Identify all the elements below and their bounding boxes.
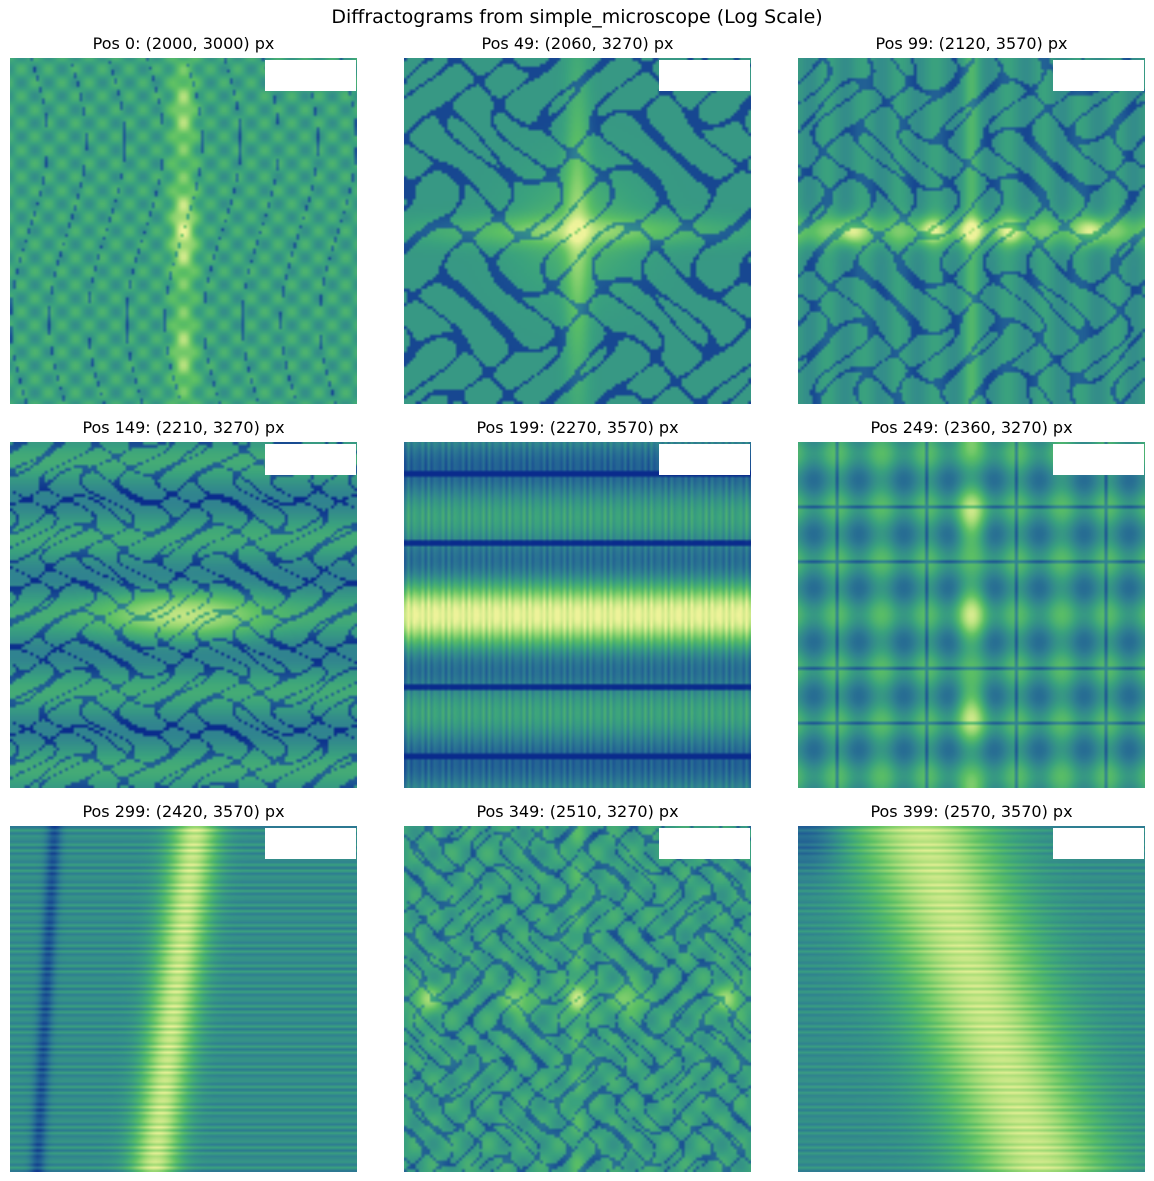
- panel-title-2: Pos 99: (2120, 3570) px: [875, 34, 1068, 53]
- panel-title-6: Pos 299: (2420, 3570) px: [82, 802, 285, 821]
- scalebar-box: [659, 828, 750, 859]
- scalebar-box: [265, 60, 356, 91]
- panel-title-5: Pos 249: (2360, 3270) px: [870, 418, 1073, 437]
- scalebar-box: [659, 60, 750, 91]
- scalebar-box: [265, 444, 356, 475]
- panel-title-7: Pos 349: (2510, 3270) px: [476, 802, 679, 821]
- scalebar-box: [1053, 444, 1144, 475]
- diffractogram-image-1: [404, 58, 751, 404]
- diffractogram-image-5: [798, 442, 1145, 788]
- scalebar-box: [659, 444, 750, 475]
- panel-title-8: Pos 399: (2570, 3570) px: [870, 802, 1073, 821]
- panel-title-0: Pos 0: (2000, 3000) px: [92, 34, 275, 53]
- panel-title-4: Pos 199: (2270, 3570) px: [476, 418, 679, 437]
- scalebar-box: [1053, 60, 1144, 91]
- scalebar-box: [265, 828, 356, 859]
- figure-title: Diffractograms from simple_microscope (L…: [331, 6, 823, 28]
- panel-title-1: Pos 49: (2060, 3270) px: [481, 34, 674, 53]
- diffractogram-image-2: [798, 58, 1145, 404]
- diffractogram-image-7: [404, 826, 751, 1172]
- diffractogram-image-6: [10, 826, 357, 1172]
- panel-title-3: Pos 149: (2210, 3270) px: [82, 418, 285, 437]
- diffractogram-image-3: [10, 442, 357, 788]
- diffractogram-image-8: [798, 826, 1145, 1172]
- scalebar-box: [1053, 828, 1144, 859]
- diffractogram-image-4: [404, 442, 751, 788]
- diffractogram-image-0: [10, 58, 357, 404]
